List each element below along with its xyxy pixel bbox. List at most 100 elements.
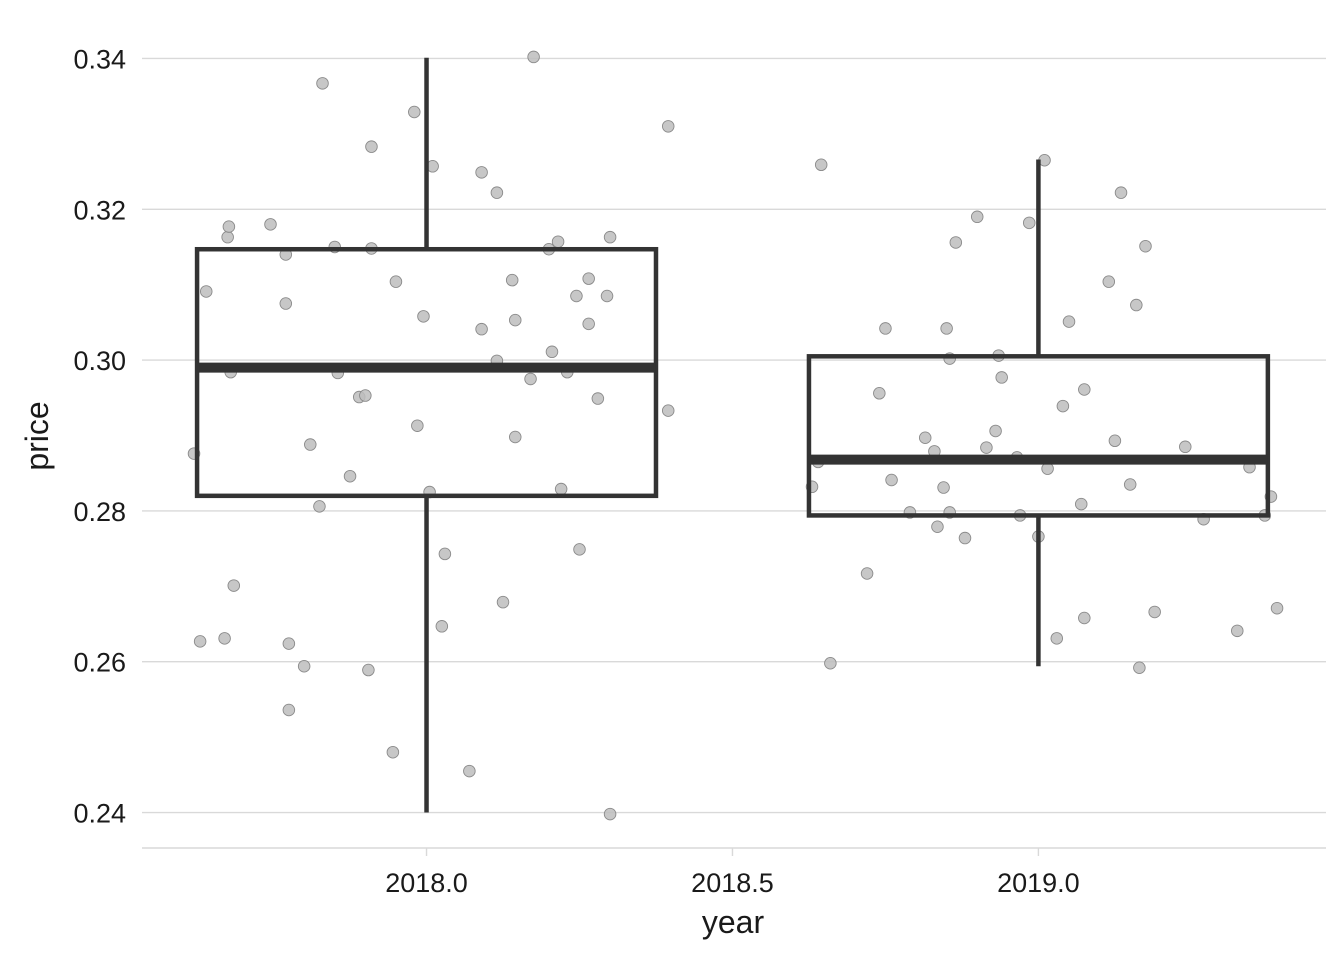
data-point [227, 579, 241, 592]
data-point [389, 275, 403, 288]
data-point [282, 637, 296, 650]
data-point [1062, 315, 1076, 328]
jitter-points [187, 50, 1284, 821]
x-axis-title: year [702, 904, 765, 940]
y-tick-label: 0.24 [73, 799, 126, 829]
box-iqr [806, 354, 1271, 518]
data-point [1114, 186, 1128, 199]
data-point [995, 371, 1008, 384]
data-point [1231, 624, 1244, 638]
data-point [282, 703, 296, 717]
data-point [937, 481, 950, 494]
data-point [316, 77, 329, 90]
data-point [343, 469, 357, 483]
data-point [885, 473, 898, 487]
data-point [989, 424, 1002, 438]
data-point [931, 520, 944, 533]
data-point [221, 230, 234, 244]
data-point [199, 285, 213, 298]
data-point [873, 387, 886, 400]
data-point [527, 50, 540, 64]
data-point [411, 419, 424, 432]
y-tick-label: 0.26 [73, 648, 126, 678]
data-point [1123, 478, 1137, 491]
x-tick-label: 2018.5 [691, 868, 774, 898]
data-point [1108, 434, 1122, 448]
data-point [386, 745, 400, 759]
y-tick-label: 0.32 [73, 195, 126, 225]
data-point [218, 632, 231, 645]
data-point [570, 289, 583, 303]
y-tick-label: 0.28 [73, 497, 126, 527]
data-point [417, 310, 430, 323]
data-point [1270, 601, 1284, 615]
data-point [860, 567, 874, 580]
data-point [1056, 399, 1070, 413]
y-tick-label: 0.34 [73, 44, 126, 74]
data-point [980, 441, 993, 454]
data-point [918, 431, 932, 445]
data-point [600, 289, 614, 303]
data-point [490, 186, 504, 199]
data-point [814, 158, 828, 172]
y-axis-ticks: 0.24 0.26 0.28 0.30 0.32 0.34 [73, 44, 126, 828]
data-point [463, 764, 476, 778]
boxes [194, 57, 1271, 813]
data-point [949, 236, 963, 249]
data-point [545, 345, 559, 359]
data-point [505, 273, 519, 287]
data-point [475, 322, 488, 336]
data-point [582, 272, 595, 285]
data-point [551, 235, 565, 248]
data-point [509, 313, 522, 327]
data-point [591, 392, 605, 405]
data-point [573, 543, 586, 556]
data-point [1078, 383, 1091, 396]
data-point [1179, 440, 1192, 454]
data-point [1074, 497, 1088, 511]
data-point [1139, 239, 1152, 253]
data-point [475, 166, 488, 179]
data-point [524, 372, 537, 386]
data-point [1130, 298, 1143, 312]
data-point [297, 660, 311, 673]
x-tick-label: 2018.0 [385, 868, 468, 898]
data-point [496, 595, 510, 609]
data-point [824, 656, 837, 670]
y-tick-label: 0.30 [73, 346, 126, 376]
x-axis-ticks: 2018.0 2018.5 2019.0 [385, 848, 1080, 898]
data-point [365, 140, 378, 153]
data-point [582, 317, 595, 331]
data-point [435, 620, 449, 633]
gridlines [142, 57, 1326, 849]
x-tick-label: 2019.0 [997, 868, 1080, 898]
data-point [970, 210, 984, 224]
data-point [1050, 632, 1064, 645]
data-point [603, 807, 617, 821]
data-point [362, 663, 375, 677]
data-point [408, 105, 421, 119]
data-point [603, 230, 617, 244]
data-point [279, 297, 293, 310]
data-point [1022, 216, 1036, 230]
data-point [438, 547, 452, 561]
data-point [509, 430, 522, 444]
box [194, 57, 659, 813]
data-point [940, 322, 953, 335]
data-point [304, 438, 317, 451]
data-point [264, 218, 277, 231]
data-point [313, 500, 326, 513]
data-point [661, 120, 675, 133]
data-point [1148, 605, 1161, 619]
data-point [1133, 661, 1146, 675]
box [806, 159, 1271, 667]
data-point [222, 220, 236, 233]
data-point [1078, 611, 1091, 625]
data-point [661, 404, 675, 417]
data-point [554, 482, 568, 496]
data-point [193, 635, 207, 648]
data-point [1102, 275, 1116, 288]
data-point [958, 531, 972, 545]
y-axis-title: price [19, 401, 55, 470]
